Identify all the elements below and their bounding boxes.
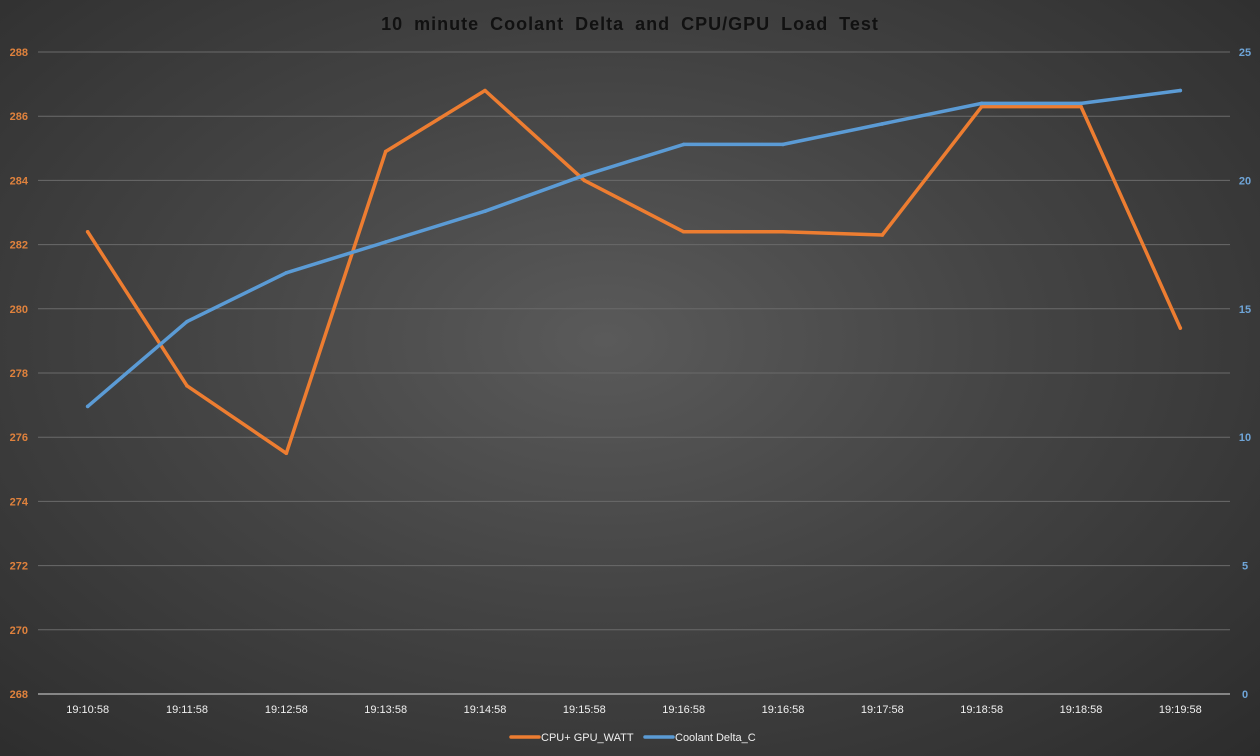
y-right-tick-label: 25 — [1239, 47, 1251, 59]
y-left-tick-label: 288 — [10, 47, 28, 59]
x-tick-label: 19:15:58 — [563, 704, 606, 716]
series-line-coolant-delta — [85, 88, 1183, 409]
x-tick-label: 19:11:58 — [166, 704, 208, 716]
y-left-tick-label: 284 — [10, 175, 29, 187]
x-tick-label: 19:16:58 — [762, 704, 805, 716]
x-tick-label: 19:19:58 — [1159, 704, 1202, 716]
series-layer — [85, 88, 1183, 456]
data-point — [185, 384, 189, 388]
y-right-tick-label: 20 — [1239, 175, 1251, 187]
x-tick-label: 19:13:58 — [364, 704, 407, 716]
data-point — [483, 88, 487, 93]
series-line-cpu-gpu-watt — [85, 88, 1183, 456]
x-tick-label: 19:18:58 — [1060, 704, 1103, 716]
data-point — [681, 229, 686, 234]
x-axis: 19:10:58 19:11:58 19:12:58 19:13:58 19:14:58… — [38, 693, 1230, 716]
x-tick-label: 19:16:58 — [662, 704, 705, 716]
data-point — [781, 142, 785, 147]
y-right-tick-label: 0 — [1242, 689, 1248, 701]
data-point — [483, 209, 487, 214]
data-point — [284, 451, 289, 456]
left-axis: 268 270 272 274 276 278 280 282 284 286 288 — [10, 47, 29, 701]
legend: CPU+ GPU_WATT Coolant Delta_C — [509, 732, 756, 744]
data-point — [979, 101, 984, 106]
chart-title: 10 minute Coolant Delta and CPU/GPU Load… — [381, 14, 879, 34]
data-point — [85, 404, 90, 409]
data-point — [582, 178, 587, 183]
y-left-tick-label: 268 — [10, 689, 28, 701]
y-left-tick-label: 272 — [10, 561, 28, 573]
y-left-tick-label: 280 — [10, 304, 28, 316]
x-tick-label: 19:10:58 — [66, 704, 109, 716]
data-point — [781, 229, 785, 234]
data-point — [284, 271, 289, 275]
x-tick-label: 19:17:58 — [861, 704, 904, 716]
y-left-tick-label: 270 — [10, 625, 28, 637]
data-point — [383, 240, 388, 244]
x-tick-label: 19:14:58 — [464, 704, 507, 716]
y-left-tick-label: 276 — [10, 432, 28, 444]
data-point — [1178, 326, 1183, 330]
y-right-tick-label: 10 — [1239, 432, 1251, 444]
data-point — [681, 142, 686, 147]
data-point — [1178, 88, 1183, 93]
right-axis: 0 5 10 15 20 25 — [1239, 47, 1251, 701]
y-left-tick-label: 274 — [10, 496, 29, 508]
data-point — [185, 319, 189, 324]
data-point — [85, 229, 90, 234]
data-point — [880, 233, 885, 237]
y-right-tick-label: 15 — [1239, 304, 1251, 316]
y-left-tick-label: 282 — [10, 240, 28, 252]
y-left-tick-label: 286 — [10, 111, 28, 123]
x-tick-label: 19:18:58 — [960, 704, 1003, 716]
y-left-tick-label: 278 — [10, 368, 28, 380]
data-point — [979, 104, 984, 109]
y-right-tick-label: 5 — [1242, 561, 1248, 573]
data-point — [880, 122, 885, 126]
x-tick-label: 19:12:58 — [265, 704, 308, 716]
data-point — [582, 173, 587, 178]
legend-label: Coolant Delta_C — [675, 732, 756, 744]
legend-label: CPU+ GPU_WATT — [541, 732, 634, 744]
data-point — [383, 149, 388, 154]
grid — [38, 51, 1230, 631]
data-point — [1079, 104, 1083, 109]
data-point — [1079, 101, 1083, 106]
